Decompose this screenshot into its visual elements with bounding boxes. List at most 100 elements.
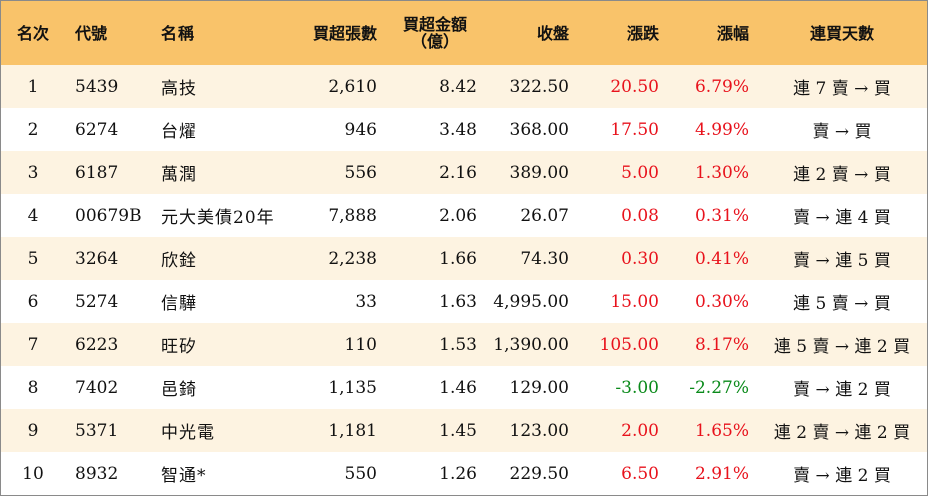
header-close: 收盤 bbox=[536, 23, 569, 43]
cell-net-amount: 1.66 bbox=[439, 248, 477, 269]
cell-rank: 7 bbox=[27, 334, 39, 355]
cell-close: 4,995.00 bbox=[493, 291, 569, 312]
header-row: 名次 代號 名稱 買超張數 買超金額 （億） 收盤 漲跌 漲幅 連買天數 bbox=[1, 1, 927, 65]
cell-pct: 6.79% bbox=[694, 76, 749, 97]
table-row: 1 5439 高技 2,610 8.42 322.50 20.50 6.79% 連 7 賣 → … bbox=[1, 65, 927, 108]
cell-net-amount: 1.63 bbox=[439, 291, 477, 312]
cell-name: 智通* bbox=[161, 466, 207, 486]
cell-change: 0.30 bbox=[621, 248, 659, 269]
cell-name: 台燿 bbox=[161, 122, 197, 142]
cell-close: 322.50 bbox=[509, 76, 569, 97]
cell-streak: 連 2 賣 → 買 bbox=[793, 165, 891, 185]
cell-close: 26.07 bbox=[520, 205, 569, 226]
cell-net-amount: 1.46 bbox=[439, 377, 477, 398]
cell-pct: 1.30% bbox=[694, 162, 749, 183]
table-row: 9 5371 中光電 1,181 1.45 123.00 2.00 1.65% 連 2 賣 → … bbox=[1, 409, 927, 452]
cell-name: 旺矽 bbox=[161, 337, 197, 357]
cell-pct: 1.65% bbox=[694, 420, 749, 441]
cell-streak: 賣 → 連 2 買 bbox=[793, 380, 891, 400]
cell-code: 6187 bbox=[75, 162, 119, 183]
cell-streak: 賣 → 買 bbox=[812, 122, 872, 142]
cell-code: 00679B bbox=[75, 205, 142, 226]
cell-change: 0.08 bbox=[621, 205, 659, 226]
table-row: 5 3264 欣銓 2,238 1.66 74.30 0.30 0.41% 賣 → 連 5 買 bbox=[1, 237, 927, 280]
header-net-amount-line1: 買超金額 bbox=[402, 15, 467, 34]
cell-rank: 4 bbox=[27, 205, 39, 226]
cell-pct: 0.31% bbox=[694, 205, 749, 226]
cell-change: 15.00 bbox=[610, 291, 659, 312]
table-row: 2 6274 台燿 946 3.48 368.00 17.50 4.99% 賣 → 買 bbox=[1, 108, 927, 151]
table-row: 7 6223 旺矽 110 1.53 1,390.00 105.00 8.17% 連 5 賣 →… bbox=[1, 323, 927, 366]
header-change: 漲跌 bbox=[626, 23, 659, 43]
header-net-amount-line2: （億） bbox=[410, 32, 459, 51]
header-name: 名稱 bbox=[161, 23, 196, 43]
header-code: 代號 bbox=[75, 23, 108, 43]
cell-net-amount: 2.16 bbox=[439, 162, 477, 183]
header-net-amount: 買超金額 （億） bbox=[385, 1, 485, 65]
cell-pct: 0.30% bbox=[694, 291, 749, 312]
header-streak: 連買天數 bbox=[809, 23, 874, 43]
cell-net-lots: 2,610 bbox=[328, 76, 377, 97]
table-row: 6 5274 信驊 33 1.63 4,995.00 15.00 0.30% 連 5 賣 → 買 bbox=[1, 280, 927, 323]
cell-close: 129.00 bbox=[509, 377, 569, 398]
cell-change: 2.00 bbox=[621, 420, 659, 441]
cell-pct: 4.99% bbox=[694, 119, 749, 140]
cell-net-amount: 8.42 bbox=[439, 76, 477, 97]
header-net-lots: 買超張數 bbox=[312, 23, 377, 43]
cell-net-lots: 946 bbox=[344, 119, 377, 140]
cell-net-lots: 7,888 bbox=[328, 205, 377, 226]
table-row: 8 7402 邑錡 1,135 1.46 129.00 -3.00 -2.27% 賣 → 連 2… bbox=[1, 366, 927, 409]
cell-streak: 賣 → 連 2 買 bbox=[793, 466, 891, 486]
cell-rank: 8 bbox=[27, 377, 39, 398]
cell-rank: 6 bbox=[27, 291, 39, 312]
cell-rank: 2 bbox=[27, 119, 39, 140]
cell-name: 中光電 bbox=[161, 423, 215, 443]
cell-close: 368.00 bbox=[509, 119, 569, 140]
cell-close: 389.00 bbox=[509, 162, 569, 183]
cell-change: 5.00 bbox=[621, 162, 659, 183]
cell-code: 7402 bbox=[75, 377, 119, 398]
cell-close: 74.30 bbox=[520, 248, 569, 269]
cell-name: 邑錡 bbox=[161, 380, 197, 400]
cell-close: 123.00 bbox=[509, 420, 569, 441]
cell-streak: 連 5 賣 → 連 2 買 bbox=[773, 337, 911, 357]
cell-streak: 連 5 賣 → 買 bbox=[793, 294, 891, 314]
table-row: 3 6187 萬潤 556 2.16 389.00 5.00 1.30% 連 2 賣 → 買 bbox=[1, 151, 927, 194]
cell-net-lots: 2,238 bbox=[328, 248, 377, 269]
header-pct: 漲幅 bbox=[716, 23, 749, 43]
cell-code: 6223 bbox=[75, 334, 119, 355]
cell-code: 3264 bbox=[75, 248, 119, 269]
cell-close: 1,390.00 bbox=[493, 334, 569, 355]
cell-change: -3.00 bbox=[615, 377, 659, 398]
cell-name: 萬潤 bbox=[161, 165, 197, 185]
cell-name: 高技 bbox=[161, 79, 197, 99]
cell-code: 5274 bbox=[75, 291, 119, 312]
cell-net-lots: 1,135 bbox=[328, 377, 377, 398]
cell-pct: 0.41% bbox=[694, 248, 749, 269]
cell-rank: 5 bbox=[27, 248, 39, 269]
cell-code: 8932 bbox=[75, 463, 119, 484]
table-row: 10 8932 智通* 550 1.26 229.50 6.50 2.91% 賣 → 連 2 買 bbox=[1, 452, 927, 495]
cell-net-lots: 550 bbox=[344, 463, 377, 484]
cell-rank: 3 bbox=[27, 162, 39, 183]
cell-net-amount: 1.26 bbox=[439, 463, 477, 484]
cell-rank: 10 bbox=[22, 463, 44, 484]
cell-net-amount: 3.48 bbox=[439, 119, 477, 140]
cell-change: 17.50 bbox=[610, 119, 659, 140]
cell-rank: 1 bbox=[27, 76, 39, 97]
cell-name: 元大美債20年 bbox=[161, 208, 275, 228]
cell-net-lots: 1,181 bbox=[328, 420, 377, 441]
cell-change: 6.50 bbox=[621, 463, 659, 484]
cell-rank: 9 bbox=[27, 420, 39, 441]
cell-streak: 連 7 賣 → 買 bbox=[793, 79, 891, 99]
table-body: 1 5 4 3 9 高技 2,610 8.42 322.50 20.50 6.79% 連 7 賣 → … bbox=[1, 65, 927, 495]
cell-name: 欣銓 bbox=[161, 251, 197, 271]
cell-name: 信驊 bbox=[161, 294, 197, 314]
cell-change: 20.50 bbox=[610, 76, 659, 97]
cell-streak: 連 2 賣 → 連 2 買 bbox=[773, 423, 911, 443]
header-rank: 名次 bbox=[16, 23, 49, 43]
cell-streak: 賣 → 連 4 買 bbox=[793, 208, 891, 228]
cell-pct: 2.91% bbox=[694, 463, 749, 484]
